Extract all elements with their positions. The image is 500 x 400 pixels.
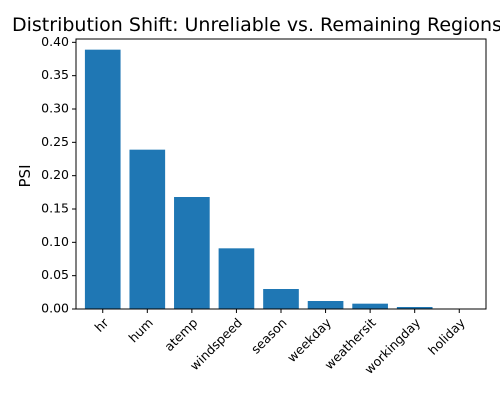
y-tick-label-8: 0.40	[41, 34, 69, 49]
bar-weathersit	[352, 303, 388, 309]
x-tick-label-atemp: atemp	[161, 315, 200, 354]
bar-hum	[129, 149, 166, 309]
y-tick-label-7: 0.35	[41, 67, 69, 82]
bar-workingday	[396, 307, 433, 309]
chart-title: Distribution Shift: Unreliable vs. Remai…	[12, 14, 500, 36]
bar-windspeed	[218, 248, 255, 309]
x-tick-label-hum: hum	[125, 315, 155, 345]
bar-season	[263, 289, 299, 309]
y-tick-label-6: 0.30	[41, 101, 69, 116]
bar-weekday	[307, 301, 344, 309]
y-tick-label-1: 0.05	[41, 267, 69, 282]
bar-hr	[84, 49, 121, 310]
y-ticks-group: 0.00 0.05 0.10 0.15 0.20 0.25 0.30 0.35 0.40	[41, 34, 76, 316]
y-axis-label: PSI	[16, 165, 34, 188]
y-tick-label-4: 0.20	[41, 167, 69, 182]
bars-group	[84, 49, 478, 310]
bar-atemp	[174, 197, 210, 309]
y-tick-label-0: 0.00	[41, 301, 69, 316]
x-tick-label-hr: hr	[91, 314, 111, 334]
y-tick-label-2: 0.10	[41, 234, 69, 249]
y-tick-label-5: 0.25	[41, 134, 69, 149]
plot-frame	[75, 38, 487, 310]
x-tick-label-season: season	[248, 315, 290, 357]
x-tick-label-holiday: holiday	[425, 315, 468, 358]
y-tick-label-3: 0.15	[41, 201, 69, 216]
